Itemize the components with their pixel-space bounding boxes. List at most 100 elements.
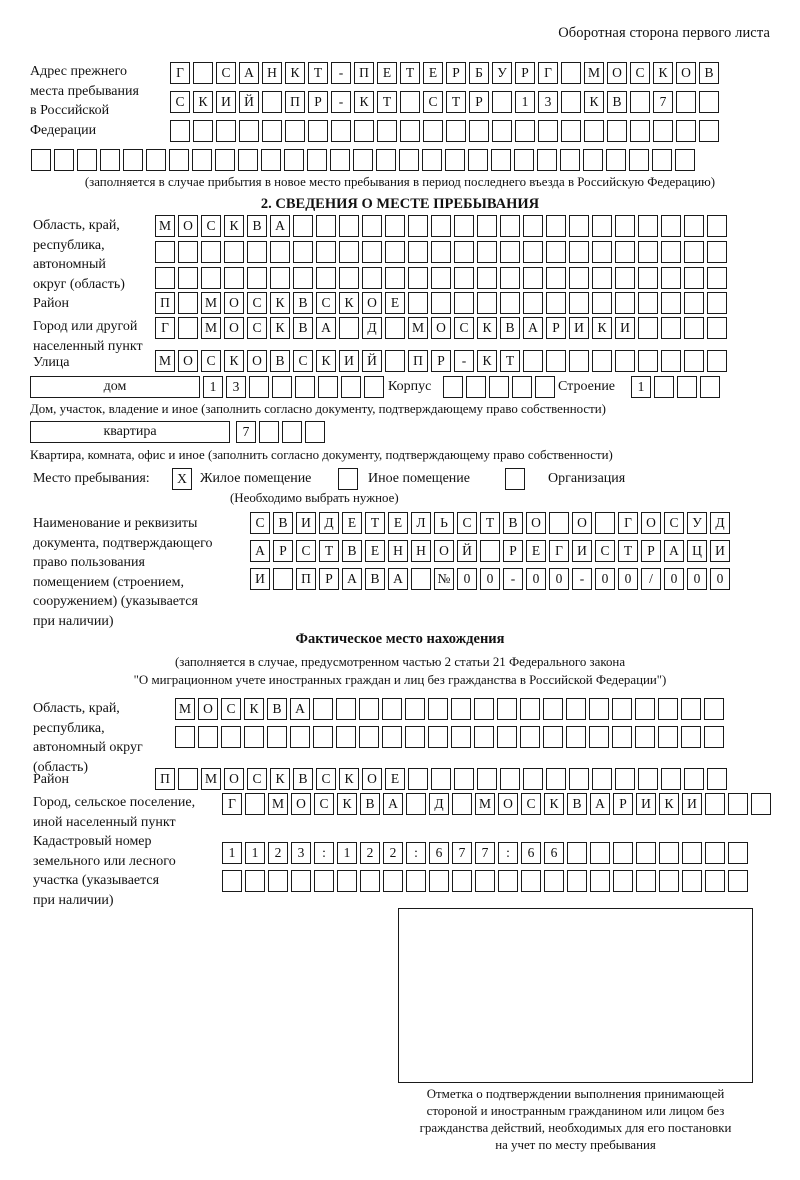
char-cell[interactable] xyxy=(247,241,267,263)
char-cell[interactable]: Т xyxy=(446,91,466,113)
char-cell[interactable] xyxy=(360,870,380,892)
char-cell[interactable]: Р xyxy=(431,350,451,372)
char-cell[interactable] xyxy=(615,267,635,289)
char-cell[interactable] xyxy=(658,726,678,748)
char-cell[interactable]: Ц xyxy=(687,540,707,562)
char-cell[interactable]: О xyxy=(641,512,661,534)
char-cell[interactable] xyxy=(247,267,267,289)
char-cell[interactable]: С xyxy=(316,292,336,314)
char-cell[interactable] xyxy=(584,120,604,142)
char-cell[interactable] xyxy=(544,870,564,892)
char-cell[interactable]: : xyxy=(314,842,334,864)
char-cell[interactable] xyxy=(385,215,405,237)
char-cell[interactable]: О xyxy=(247,350,267,372)
char-cell[interactable] xyxy=(592,215,612,237)
char-cell[interactable]: 6 xyxy=(521,842,541,864)
char-cell[interactable]: Й xyxy=(457,540,477,562)
char-cell[interactable]: 0 xyxy=(687,568,707,590)
char-cell[interactable]: С xyxy=(250,512,270,534)
char-cell[interactable]: И xyxy=(339,350,359,372)
char-cell[interactable] xyxy=(313,698,333,720)
char-cell[interactable]: Р xyxy=(446,62,466,84)
char-cell[interactable] xyxy=(431,215,451,237)
char-cell[interactable]: / xyxy=(641,568,661,590)
char-cell[interactable] xyxy=(629,149,649,171)
char-cell[interactable]: Й xyxy=(239,91,259,113)
char-cell[interactable]: К xyxy=(244,698,264,720)
char-cell[interactable]: 0 xyxy=(664,568,684,590)
char-cell[interactable]: К xyxy=(653,62,673,84)
char-cell[interactable]: С xyxy=(221,698,241,720)
char-cell[interactable] xyxy=(362,267,382,289)
char-cell[interactable] xyxy=(638,241,658,263)
char-cell[interactable]: С xyxy=(316,768,336,790)
char-cell[interactable]: С xyxy=(170,91,190,113)
char-cell[interactable]: И xyxy=(682,793,702,815)
char-cell[interactable] xyxy=(290,726,310,748)
char-cell[interactable]: В xyxy=(360,793,380,815)
char-cell[interactable]: С xyxy=(201,215,221,237)
char-cell[interactable] xyxy=(431,292,451,314)
char-cell[interactable]: А xyxy=(239,62,259,84)
char-cell[interactable] xyxy=(284,149,304,171)
char-cell[interactable] xyxy=(684,267,704,289)
char-cell[interactable]: 7 xyxy=(452,842,472,864)
char-cell[interactable] xyxy=(699,91,719,113)
char-cell[interactable] xyxy=(193,120,213,142)
char-cell[interactable]: К xyxy=(477,350,497,372)
char-cell[interactable] xyxy=(684,292,704,314)
char-cell[interactable]: Т xyxy=(618,540,638,562)
char-cell[interactable] xyxy=(445,149,465,171)
char-cell[interactable]: В xyxy=(503,512,523,534)
char-cell[interactable] xyxy=(405,726,425,748)
char-cell[interactable]: О xyxy=(224,292,244,314)
char-cell[interactable]: 0 xyxy=(595,568,615,590)
stay-type-other-checkbox[interactable] xyxy=(338,468,358,490)
char-cell[interactable] xyxy=(123,149,143,171)
char-cell[interactable]: В xyxy=(293,317,313,339)
char-cell[interactable] xyxy=(638,317,658,339)
char-cell[interactable]: 3 xyxy=(226,376,246,398)
char-cell[interactable] xyxy=(245,870,265,892)
prev-address-row-4[interactable] xyxy=(31,149,698,171)
char-cell[interactable] xyxy=(661,768,681,790)
char-cell[interactable] xyxy=(336,698,356,720)
char-cell[interactable] xyxy=(178,768,198,790)
char-cell[interactable] xyxy=(661,350,681,372)
char-cell[interactable]: Т xyxy=(365,512,385,534)
char-cell[interactable]: К xyxy=(659,793,679,815)
char-cell[interactable] xyxy=(313,726,333,748)
char-cell[interactable] xyxy=(385,241,405,263)
char-cell[interactable]: Е xyxy=(365,540,385,562)
char-cell[interactable] xyxy=(339,241,359,263)
char-cell[interactable]: 6 xyxy=(544,842,564,864)
char-cell[interactable] xyxy=(638,267,658,289)
char-cell[interactable]: М xyxy=(475,793,495,815)
char-cell[interactable] xyxy=(201,267,221,289)
char-cell[interactable] xyxy=(638,768,658,790)
char-cell[interactable] xyxy=(454,292,474,314)
char-cell[interactable]: М xyxy=(584,62,604,84)
char-cell[interactable]: П xyxy=(408,350,428,372)
char-cell[interactable]: 1 xyxy=(203,376,223,398)
char-cell[interactable] xyxy=(569,215,589,237)
char-cell[interactable] xyxy=(224,267,244,289)
char-cell[interactable]: В xyxy=(273,512,293,534)
char-cell[interactable] xyxy=(500,215,520,237)
char-cell[interactable]: И xyxy=(216,91,236,113)
char-cell[interactable] xyxy=(615,350,635,372)
char-cell[interactable] xyxy=(215,149,235,171)
document-row-3[interactable]: И П Р А В А № 0 0-0 0-0 0/0 0 0 xyxy=(250,568,733,590)
char-cell[interactable]: В xyxy=(293,292,313,314)
char-cell[interactable]: Р xyxy=(469,91,489,113)
char-cell[interactable]: К xyxy=(193,91,213,113)
char-cell[interactable]: Т xyxy=(500,350,520,372)
char-cell[interactable] xyxy=(446,120,466,142)
char-cell[interactable] xyxy=(468,149,488,171)
char-cell[interactable] xyxy=(676,120,696,142)
char-cell[interactable]: Т xyxy=(308,62,328,84)
char-cell[interactable] xyxy=(451,698,471,720)
char-cell[interactable]: К xyxy=(316,350,336,372)
